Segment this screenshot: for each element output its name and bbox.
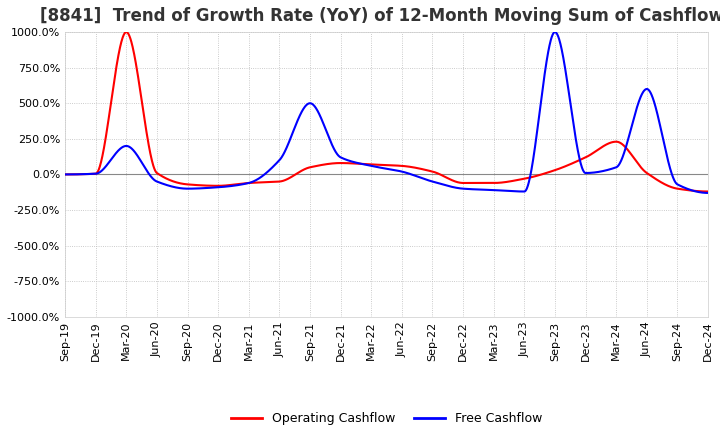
- Title: [8841]  Trend of Growth Rate (YoY) of 12-Month Moving Sum of Cashflows: [8841] Trend of Growth Rate (YoY) of 12-…: [40, 7, 720, 25]
- Legend: Operating Cashflow, Free Cashflow: Operating Cashflow, Free Cashflow: [225, 407, 547, 430]
